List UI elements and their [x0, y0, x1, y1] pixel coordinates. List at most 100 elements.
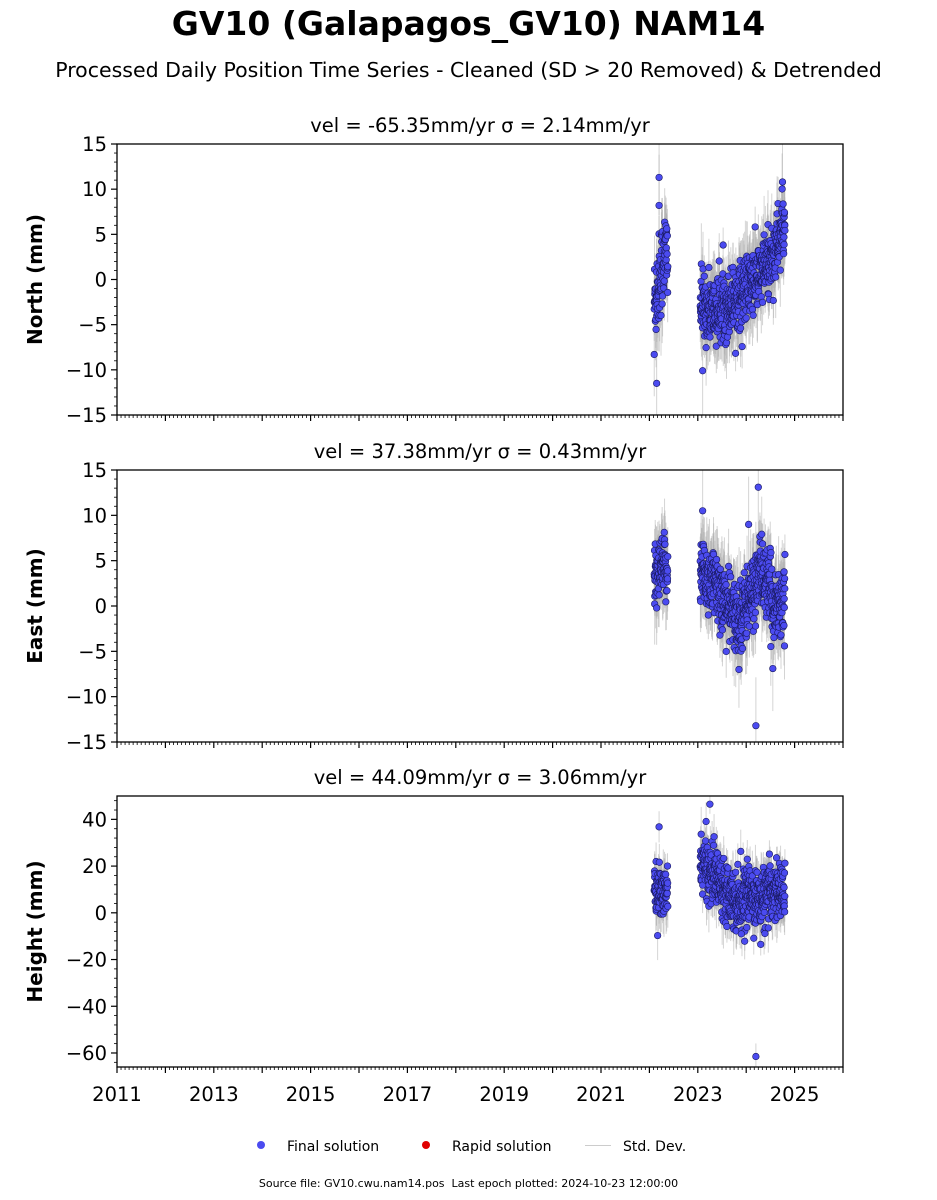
y-tick-label: −15 [66, 404, 107, 427]
data-point [712, 555, 721, 564]
legend-final-marker [257, 1141, 265, 1149]
y-tick-label: −20 [66, 949, 107, 972]
x-tick-label: 2021 [576, 1083, 626, 1106]
data-point [738, 342, 746, 351]
data-point [723, 922, 731, 931]
data-point [781, 226, 789, 235]
data-point [664, 288, 672, 297]
data-point [751, 223, 759, 231]
data-point [712, 342, 720, 350]
data-point [767, 548, 775, 557]
data-point [700, 272, 708, 280]
data-point [780, 208, 789, 216]
data-point [664, 263, 672, 271]
data-point [780, 568, 788, 576]
data-point [780, 642, 789, 650]
data-point [737, 324, 745, 332]
x-tick-label: 2025 [770, 1083, 820, 1106]
data-point [699, 507, 707, 515]
page-title: GV10 (Galapagos_GV10) NAM14 [171, 4, 766, 43]
y-axis-label: North (mm) [23, 214, 47, 345]
y-tick-label: −5 [78, 640, 107, 663]
legend-rapid-label: Rapid solution [452, 1139, 552, 1155]
data-point [780, 883, 788, 892]
data-point [719, 241, 727, 249]
data-point [658, 292, 667, 300]
data-point [765, 850, 774, 858]
data-point [722, 647, 730, 656]
data-point [778, 185, 786, 193]
data-point [750, 934, 758, 942]
data-point [664, 567, 672, 575]
page-subtitle: Processed Daily Position Time Series - C… [55, 58, 882, 82]
data-point [752, 1052, 760, 1061]
data-point [769, 664, 777, 673]
data-point [724, 864, 732, 872]
data-point [781, 892, 789, 900]
panel-title: vel = 37.38mm/yr σ = 0.43mm/yr [314, 440, 647, 463]
footer-source: Source file: GV10.cwu.nam14.pos [258, 1177, 445, 1190]
data-point [697, 830, 705, 838]
x-tick-label: 2013 [189, 1083, 239, 1106]
data-point [753, 868, 761, 876]
data-point [751, 622, 760, 630]
data-point [781, 859, 789, 867]
data-point [663, 587, 671, 595]
y-tick-label: 15 [82, 133, 107, 156]
legend: Final solution Rapid solution Std. Dev. [0, 1136, 937, 1158]
y-axis-label: East (mm) [23, 548, 47, 664]
data-point [663, 225, 671, 233]
plot-area [650, 470, 789, 742]
data-point [706, 800, 714, 808]
x-tick-label: 2019 [479, 1083, 529, 1106]
data-point [716, 565, 724, 573]
y-tick-label: 10 [82, 504, 107, 527]
data-point [722, 581, 730, 589]
y-tick-label: −10 [66, 359, 107, 382]
data-point [760, 908, 768, 917]
data-point [740, 569, 748, 577]
data-point [655, 201, 663, 210]
y-tick-label: −10 [66, 686, 107, 709]
data-point [664, 552, 672, 561]
data-point [664, 902, 672, 910]
y-tick-label: 15 [82, 459, 107, 482]
legend-final-label: Final solution [287, 1139, 380, 1155]
data-point [704, 611, 712, 619]
data-point [766, 862, 774, 870]
panel-title: vel = -65.35mm/yr σ = 2.14mm/yr [310, 114, 650, 137]
y-tick-label: −5 [78, 314, 107, 337]
data-point [768, 565, 776, 573]
data-point [737, 847, 745, 855]
y-tick-label: −60 [66, 1042, 107, 1065]
data-point [738, 644, 747, 653]
data-point [657, 311, 665, 319]
data-point [769, 296, 777, 305]
data-point [772, 854, 781, 862]
data-point [780, 595, 788, 603]
y-tick-label: 5 [95, 223, 107, 246]
data-point [705, 263, 713, 272]
data-point [780, 233, 788, 241]
data-point [741, 937, 749, 945]
data-point [710, 841, 718, 849]
data-point [698, 890, 707, 898]
legend-rapid-marker [422, 1141, 430, 1149]
data-point [660, 528, 668, 536]
data-point [655, 591, 663, 599]
data-point [710, 833, 718, 841]
data-point [664, 879, 672, 887]
data-point [660, 277, 668, 285]
data-point [701, 837, 710, 845]
legend-stddev-marker [585, 1144, 611, 1146]
data-point [737, 930, 745, 938]
data-point [706, 333, 714, 341]
y-tick-label: 0 [95, 902, 107, 925]
data-point [777, 631, 785, 639]
data-point [715, 257, 723, 265]
data-point [655, 823, 663, 831]
data-point [661, 540, 669, 548]
panel-title: vel = 44.09mm/yr σ = 3.06mm/yr [314, 766, 647, 789]
data-point [745, 520, 753, 529]
